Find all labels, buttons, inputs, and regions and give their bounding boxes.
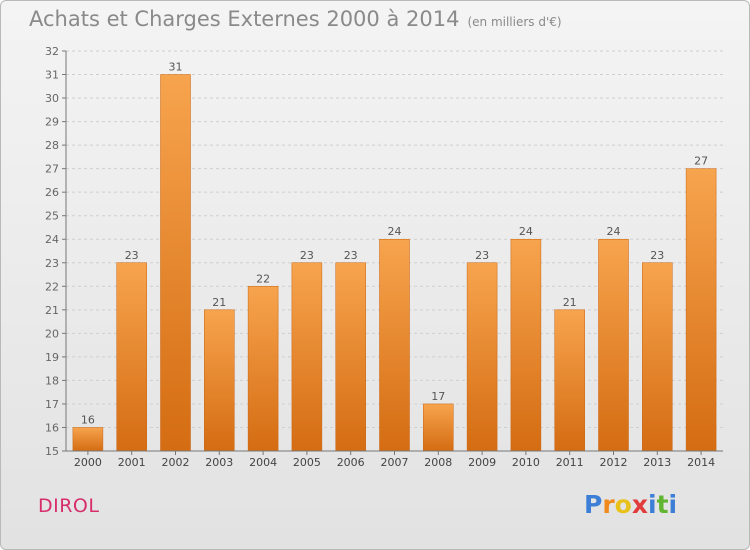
data-label: 21 bbox=[212, 296, 226, 309]
x-tick-label: 2011 bbox=[556, 456, 584, 469]
y-tick-label: 27 bbox=[45, 163, 59, 176]
x-tick-label: 2009 bbox=[468, 456, 496, 469]
x-tick-label: 2002 bbox=[162, 456, 190, 469]
data-label: 27 bbox=[694, 155, 708, 168]
bar bbox=[598, 238, 629, 452]
bar bbox=[291, 262, 323, 452]
logo-letter: x bbox=[631, 490, 648, 519]
data-label: 23 bbox=[344, 249, 358, 262]
data-label: 17 bbox=[431, 390, 445, 403]
chart-title-text: Achats et Charges Externes 2000 à 2014 bbox=[29, 7, 460, 31]
y-tick-label: 18 bbox=[45, 374, 59, 387]
y-tick-label: 22 bbox=[45, 280, 59, 293]
x-tick-label: 2005 bbox=[293, 456, 321, 469]
x-tick-label: 2004 bbox=[249, 456, 277, 469]
y-tick-label: 30 bbox=[45, 92, 59, 105]
y-tick-label: 28 bbox=[45, 139, 59, 152]
data-label: 23 bbox=[125, 249, 139, 262]
y-tick-label: 25 bbox=[45, 210, 59, 223]
data-label: 24 bbox=[388, 225, 402, 238]
x-tick-label: 2008 bbox=[424, 456, 452, 469]
bar bbox=[423, 403, 454, 452]
bar bbox=[204, 309, 235, 452]
y-tick-label: 20 bbox=[45, 327, 59, 340]
x-tick-label: 2007 bbox=[381, 456, 409, 469]
y-tick-label: 32 bbox=[45, 45, 59, 58]
y-tick-label: 19 bbox=[45, 351, 59, 364]
bar bbox=[335, 262, 366, 452]
commune-name: DIROL bbox=[38, 495, 100, 517]
y-tick-label: 24 bbox=[45, 233, 59, 246]
logo-letter: t bbox=[656, 490, 669, 519]
data-label: 23 bbox=[300, 249, 314, 262]
logo-letter: r bbox=[602, 490, 615, 519]
bar bbox=[72, 427, 104, 452]
bar bbox=[379, 238, 410, 452]
data-label: 24 bbox=[519, 225, 533, 238]
x-tick-label: 2014 bbox=[687, 456, 715, 469]
y-tick-label: 15 bbox=[45, 445, 59, 458]
y-tick-label: 29 bbox=[45, 116, 59, 129]
data-label: 23 bbox=[650, 249, 664, 262]
data-label: 22 bbox=[256, 272, 270, 285]
x-tick-label: 2001 bbox=[118, 456, 146, 469]
y-tick-label: 17 bbox=[45, 398, 59, 411]
bar bbox=[247, 286, 279, 452]
proxiti-logo: Proxiti bbox=[584, 490, 677, 519]
chart-title: Achats et Charges Externes 2000 à 2014 (e… bbox=[29, 7, 562, 31]
bar bbox=[642, 262, 673, 452]
y-tick-label: 31 bbox=[45, 69, 59, 82]
x-tick-label: 2013 bbox=[643, 456, 671, 469]
data-label: 16 bbox=[81, 413, 95, 426]
bar bbox=[466, 262, 498, 452]
bar bbox=[116, 262, 147, 452]
bar bbox=[510, 238, 542, 452]
y-tick-label: 16 bbox=[45, 421, 59, 434]
logo-letter: o bbox=[614, 490, 632, 519]
chart-subtitle: (en milliers d'€) bbox=[467, 15, 562, 29]
data-label: 24 bbox=[607, 225, 621, 238]
logo-letter: i bbox=[668, 490, 678, 519]
logo-letter: i bbox=[648, 490, 657, 519]
bar bbox=[160, 74, 191, 452]
y-tick-label: 23 bbox=[45, 257, 59, 270]
data-label: 31 bbox=[169, 61, 183, 74]
bar bbox=[554, 309, 585, 452]
data-label: 21 bbox=[563, 296, 577, 309]
logo-letter: P bbox=[584, 490, 603, 519]
y-tick-label: 26 bbox=[45, 186, 59, 199]
x-tick-label: 2010 bbox=[512, 456, 540, 469]
data-label: 23 bbox=[475, 249, 489, 262]
bar bbox=[685, 168, 717, 452]
x-tick-label: 2000 bbox=[74, 456, 102, 469]
x-tick-label: 2006 bbox=[337, 456, 365, 469]
x-tick-label: 2012 bbox=[600, 456, 628, 469]
y-tick-label: 21 bbox=[45, 304, 59, 317]
x-tick-label: 2003 bbox=[205, 456, 233, 469]
